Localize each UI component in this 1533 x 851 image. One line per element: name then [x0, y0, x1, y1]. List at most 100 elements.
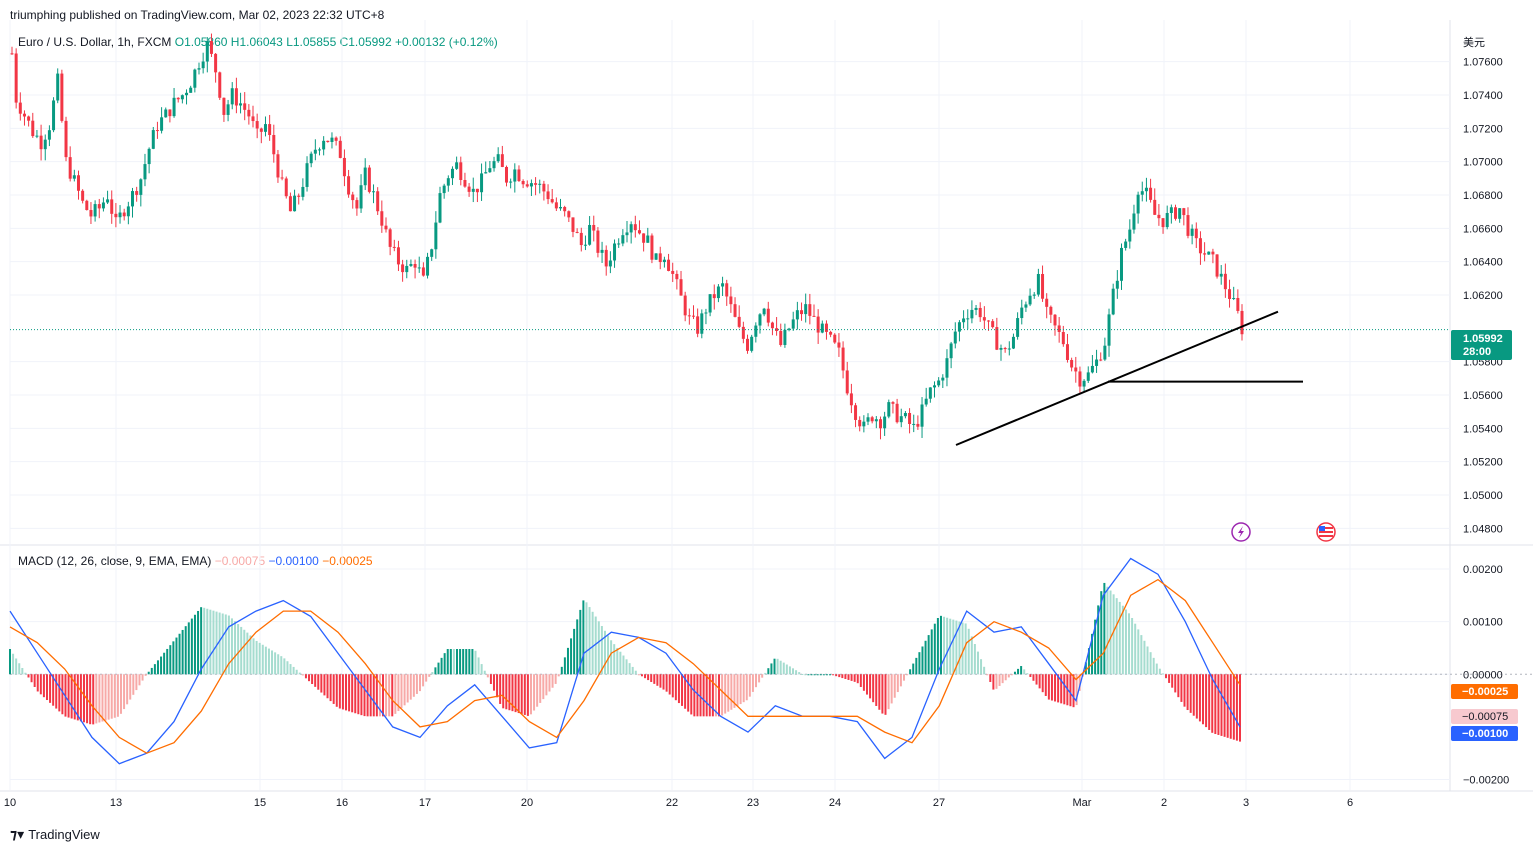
macd-hist-bar	[844, 674, 847, 680]
macd-hist-bar	[711, 674, 714, 717]
candle-body	[982, 317, 986, 321]
candle-body	[941, 377, 945, 381]
candle-body	[118, 212, 122, 218]
macd-hist-bar	[739, 674, 742, 705]
candle-body	[970, 309, 974, 319]
us-flag-icon[interactable]	[1316, 522, 1336, 542]
macd-hist-bar	[1124, 609, 1127, 675]
candle-body	[1219, 273, 1223, 277]
macd-hist-bar	[391, 674, 394, 717]
macd-hist-bar	[927, 635, 930, 675]
footer-brand[interactable]: ⁊▾ TradingView	[10, 826, 100, 843]
macd-hist-bar	[1217, 674, 1220, 735]
last-price-text: 1.05992	[1463, 333, 1503, 345]
candle-body	[218, 72, 222, 98]
candle-body	[455, 162, 459, 169]
macd-hist-bar	[397, 674, 400, 712]
macd-hist-bar	[1087, 648, 1090, 675]
candle-body	[1190, 228, 1194, 236]
macd-hist-bar	[776, 658, 779, 675]
macd-hist-bar	[187, 622, 190, 675]
macd-hist-bar	[579, 609, 582, 675]
macd-hist-bar	[243, 629, 246, 675]
macd-hist-bar	[872, 674, 875, 703]
macd-hist-bar	[73, 674, 76, 720]
macd-hist-bar	[18, 663, 21, 675]
macd-hist-bar	[1038, 674, 1041, 689]
candle-body	[575, 231, 579, 233]
macd-hist-bar	[779, 660, 782, 675]
macd-hist-bar	[792, 668, 795, 675]
macd-hist-bar	[323, 674, 326, 696]
macd-hist-bar	[1020, 666, 1023, 675]
time-tick-label: 2	[1161, 797, 1167, 809]
macd-hist-bar	[1097, 605, 1100, 675]
candle-body	[1070, 359, 1074, 368]
macd-hist-bar	[1171, 674, 1174, 688]
macd-hist-bar	[440, 657, 443, 675]
candle-body	[1178, 208, 1182, 219]
macd-hist-bar	[825, 674, 828, 676]
macd-hist-bar	[625, 659, 628, 675]
macd-hist-bar	[785, 664, 788, 675]
candle-body	[567, 211, 571, 218]
macd-hist-bar	[382, 674, 385, 717]
macd-hist-bar	[267, 648, 270, 675]
macd-hist-bar	[153, 664, 156, 675]
macd-hist-bar	[70, 674, 73, 719]
macd-hist-bar	[292, 666, 295, 675]
candle-body	[696, 316, 700, 334]
macd-hist-bar	[708, 674, 711, 717]
candle-body	[64, 120, 68, 158]
macd-tick-label: 0.00100	[1463, 617, 1503, 629]
symbol-legend: Euro / U.S. Dollar, 1h, FXCM O1.05860 H1…	[18, 35, 498, 49]
macd-hist-bar	[813, 674, 816, 676]
candle-body	[679, 279, 683, 296]
lightning-icon[interactable]	[1231, 522, 1251, 542]
time-tick-label: 10	[4, 797, 16, 809]
candle-body	[1161, 218, 1165, 228]
candle-body	[949, 343, 953, 359]
symbol-title[interactable]: Euro / U.S. Dollar, 1h, FXCM	[18, 35, 172, 49]
close-value: C1.05992	[339, 35, 392, 49]
macd-hist-bar	[446, 649, 449, 675]
candle-body	[463, 179, 467, 187]
macd-hist-bar	[1054, 674, 1057, 702]
macd-hist-bar	[936, 617, 939, 675]
candle-body	[571, 217, 575, 232]
candle-body	[513, 169, 517, 182]
macd-hist-bar	[314, 674, 317, 687]
macd-hist-bar	[422, 674, 425, 687]
macd-hist-bar	[172, 641, 175, 675]
candle-body	[164, 109, 168, 118]
candle-body	[521, 181, 525, 185]
macd-hist-bar	[403, 674, 406, 706]
macd-hist-bar	[539, 674, 542, 703]
change-value: +0.00132 (+0.12%)	[394, 35, 498, 49]
candle-body	[268, 124, 272, 135]
candle-body	[824, 323, 828, 332]
macd-hist-bar	[770, 663, 773, 675]
candle-body	[1003, 347, 1007, 350]
macd-hist-bar	[946, 617, 949, 675]
candle-body	[1157, 214, 1161, 219]
macd-hist-bar	[462, 649, 465, 675]
candle-body	[762, 308, 766, 315]
macd-hist-bar	[536, 674, 539, 707]
candle-body	[837, 342, 841, 348]
macd-hist-bar	[1180, 674, 1183, 702]
candle-body	[413, 263, 417, 268]
macd-hist-bar	[246, 632, 249, 675]
macd-title[interactable]: MACD (12, 26, close, 9, EMA, EMA)	[18, 554, 212, 568]
macd-hist-bar	[607, 635, 610, 675]
publisher-note: triumphing published on TradingView.com,…	[10, 8, 385, 22]
macd-hist-bar	[341, 674, 344, 710]
candle-body	[367, 167, 371, 192]
macd-hist-bar	[505, 674, 508, 710]
macd-hist-bar	[915, 657, 918, 675]
macd-hist-bar	[773, 658, 776, 675]
macd-hist-bar	[511, 674, 514, 712]
candle-body	[683, 295, 687, 316]
macd-hist-bar	[317, 674, 320, 690]
